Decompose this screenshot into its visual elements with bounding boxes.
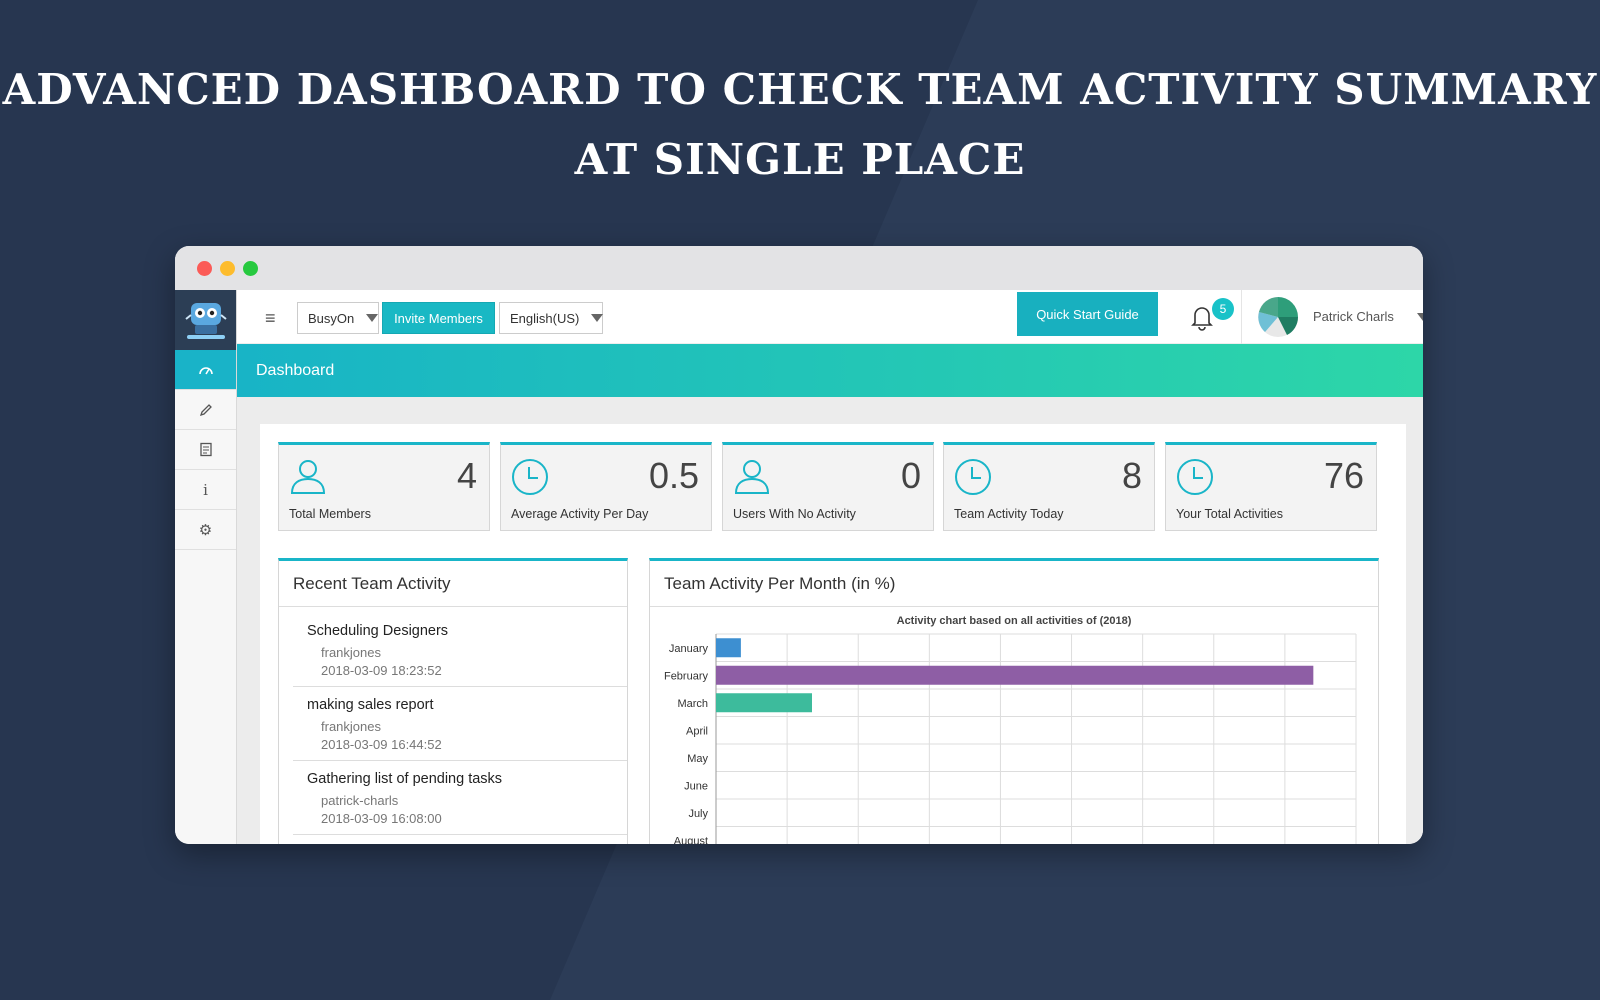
clock-icon xyxy=(955,459,991,495)
info-icon: i xyxy=(203,480,208,499)
chart-category-label: January xyxy=(669,643,709,655)
company-select[interactable]: BusyOn xyxy=(297,302,379,334)
close-window-button[interactable] xyxy=(197,261,212,276)
chevron-down-icon xyxy=(591,314,604,322)
activity-title: Gathering list of pending tasks xyxy=(307,771,503,787)
activity-user: frankjones xyxy=(321,719,381,734)
maximize-window-button[interactable] xyxy=(243,261,258,276)
document-icon xyxy=(199,442,212,457)
notification-bell-icon[interactable] xyxy=(1187,302,1217,332)
stat-label: Users With No Activity xyxy=(733,507,856,521)
main-content: 4 Total Members 0.5 Average Activity Per… xyxy=(237,397,1423,844)
activity-user: frankjones xyxy=(321,645,381,660)
language-select[interactable]: English(US) xyxy=(499,302,604,334)
stat-label: Average Activity Per Day xyxy=(511,507,649,521)
stat-value: 0.5 xyxy=(648,455,699,496)
chart-category-label: July xyxy=(688,808,708,820)
quick-start-guide-button[interactable]: Quick Start Guide xyxy=(1017,292,1158,336)
page-title: Dashboard xyxy=(256,361,335,379)
chart-category-label: April xyxy=(686,725,708,737)
headline-line-1: ADVANCED DASHBOARD TO CHECK TEAM ACTIVIT… xyxy=(2,65,1598,114)
stat-value: 4 xyxy=(456,455,477,496)
notification-count-badge: 5 xyxy=(1212,298,1234,320)
sidebar-item-info[interactable]: i xyxy=(175,470,236,510)
user-icon xyxy=(734,460,770,494)
stat-value: 8 xyxy=(1121,455,1142,496)
pencil-icon xyxy=(199,403,212,416)
top-bar: ≡ BusyOn Invite Members English(US) Quic… xyxy=(237,290,1423,344)
stat-card-total-members: 4 Total Members xyxy=(278,442,490,531)
sidebar-item-reports[interactable] xyxy=(175,430,236,470)
user-name[interactable]: Patrick Charls xyxy=(1313,309,1394,324)
chart-bar xyxy=(716,665,1314,685)
sidebar-item-edit[interactable] xyxy=(175,390,236,430)
user-icon xyxy=(290,460,326,494)
gear-icon: ⚙ xyxy=(198,521,213,539)
sidebar-item-settings[interactable]: ⚙ xyxy=(175,510,236,550)
activity-timestamp: 2018-03-09 16:08:00 xyxy=(321,811,442,826)
language-select-value: English(US) xyxy=(510,310,580,326)
activity-chart-title: Team Activity Per Month (in %) xyxy=(650,561,1378,607)
list-item[interactable]: Scheduling Designers frankjones 2018-03-… xyxy=(293,613,627,687)
stat-card-team-activity-today: 8 Team Activity Today xyxy=(943,442,1155,531)
minimize-window-button[interactable] xyxy=(220,261,235,276)
chart-category-label: August xyxy=(674,835,708,844)
chart-bar xyxy=(716,693,812,713)
chevron-down-icon xyxy=(366,314,379,322)
activity-bar-chart: January February March April May June July Augu… xyxy=(664,633,1357,844)
stat-label: Total Members xyxy=(289,507,371,521)
stat-value: 76 xyxy=(1323,455,1364,496)
sidebar-item-dashboard[interactable] xyxy=(175,350,236,390)
chart-caption: Activity chart based on all activities o… xyxy=(896,615,1132,627)
stat-card-users-no-activity: 0 Users With No Activity xyxy=(722,442,934,531)
chart-category-label: March xyxy=(677,698,708,710)
clock-icon xyxy=(512,459,548,495)
chart-category-label: June xyxy=(684,780,708,792)
activity-title: Scheduling Designers xyxy=(307,623,449,639)
list-item[interactable]: making sales report frankjones 2018-03-0… xyxy=(293,687,627,761)
activity-user: patrick-charls xyxy=(321,793,399,808)
chart-category-label: February xyxy=(664,670,709,682)
dashboard-gauge-icon xyxy=(198,366,213,374)
dashboard-panel: 4 Total Members 0.5 Average Activity Per… xyxy=(260,424,1406,844)
recent-activity-title: Recent Team Activity xyxy=(279,561,627,607)
robot-logo-icon xyxy=(184,303,227,339)
list-item[interactable]: Gathering list of pending tasks patrick-… xyxy=(293,761,627,835)
page-title-banner: Dashboard xyxy=(237,344,1423,397)
app-logo[interactable] xyxy=(175,290,236,350)
invite-members-button[interactable]: Invite Members xyxy=(382,302,495,334)
sidebar: i ⚙ xyxy=(175,290,237,844)
user-menu-chevron-down-icon[interactable] xyxy=(1417,313,1423,321)
activity-timestamp: 2018-03-09 18:23:52 xyxy=(321,663,442,678)
topbar-divider xyxy=(1241,290,1242,344)
clock-icon xyxy=(1177,459,1213,495)
headline-line-2: AT SINGLE PLACE xyxy=(574,135,1026,184)
company-select-value: BusyOn xyxy=(308,310,355,326)
stat-label: Team Activity Today xyxy=(954,507,1064,521)
window-titlebar xyxy=(175,246,1423,290)
recent-activity-panel: Recent Team Activity Scheduling Designer… xyxy=(278,558,628,844)
stat-value: 0 xyxy=(900,455,921,496)
stat-card-average-activity: 0.5 Average Activity Per Day xyxy=(500,442,712,531)
activity-title: making sales report xyxy=(307,697,434,713)
chart-category-label: May xyxy=(687,753,708,765)
chart-bar xyxy=(716,638,741,658)
activity-timestamp: 2018-03-09 16:44:52 xyxy=(321,737,442,752)
stat-label: Your Total Activities xyxy=(1176,507,1284,521)
app-window: i ⚙ ≡ BusyOn Invite Members English(US) … xyxy=(175,246,1423,844)
stat-card-your-total-activities: 76 Your Total Activities xyxy=(1165,442,1377,531)
page-headline: ADVANCED DASHBOARD TO CHECK TEAM ACTIVIT… xyxy=(0,55,1600,195)
activity-chart-panel: Team Activity Per Month (in %) Activity … xyxy=(649,558,1379,844)
avatar[interactable] xyxy=(1257,296,1299,338)
menu-toggle-icon[interactable]: ≡ xyxy=(265,308,276,328)
